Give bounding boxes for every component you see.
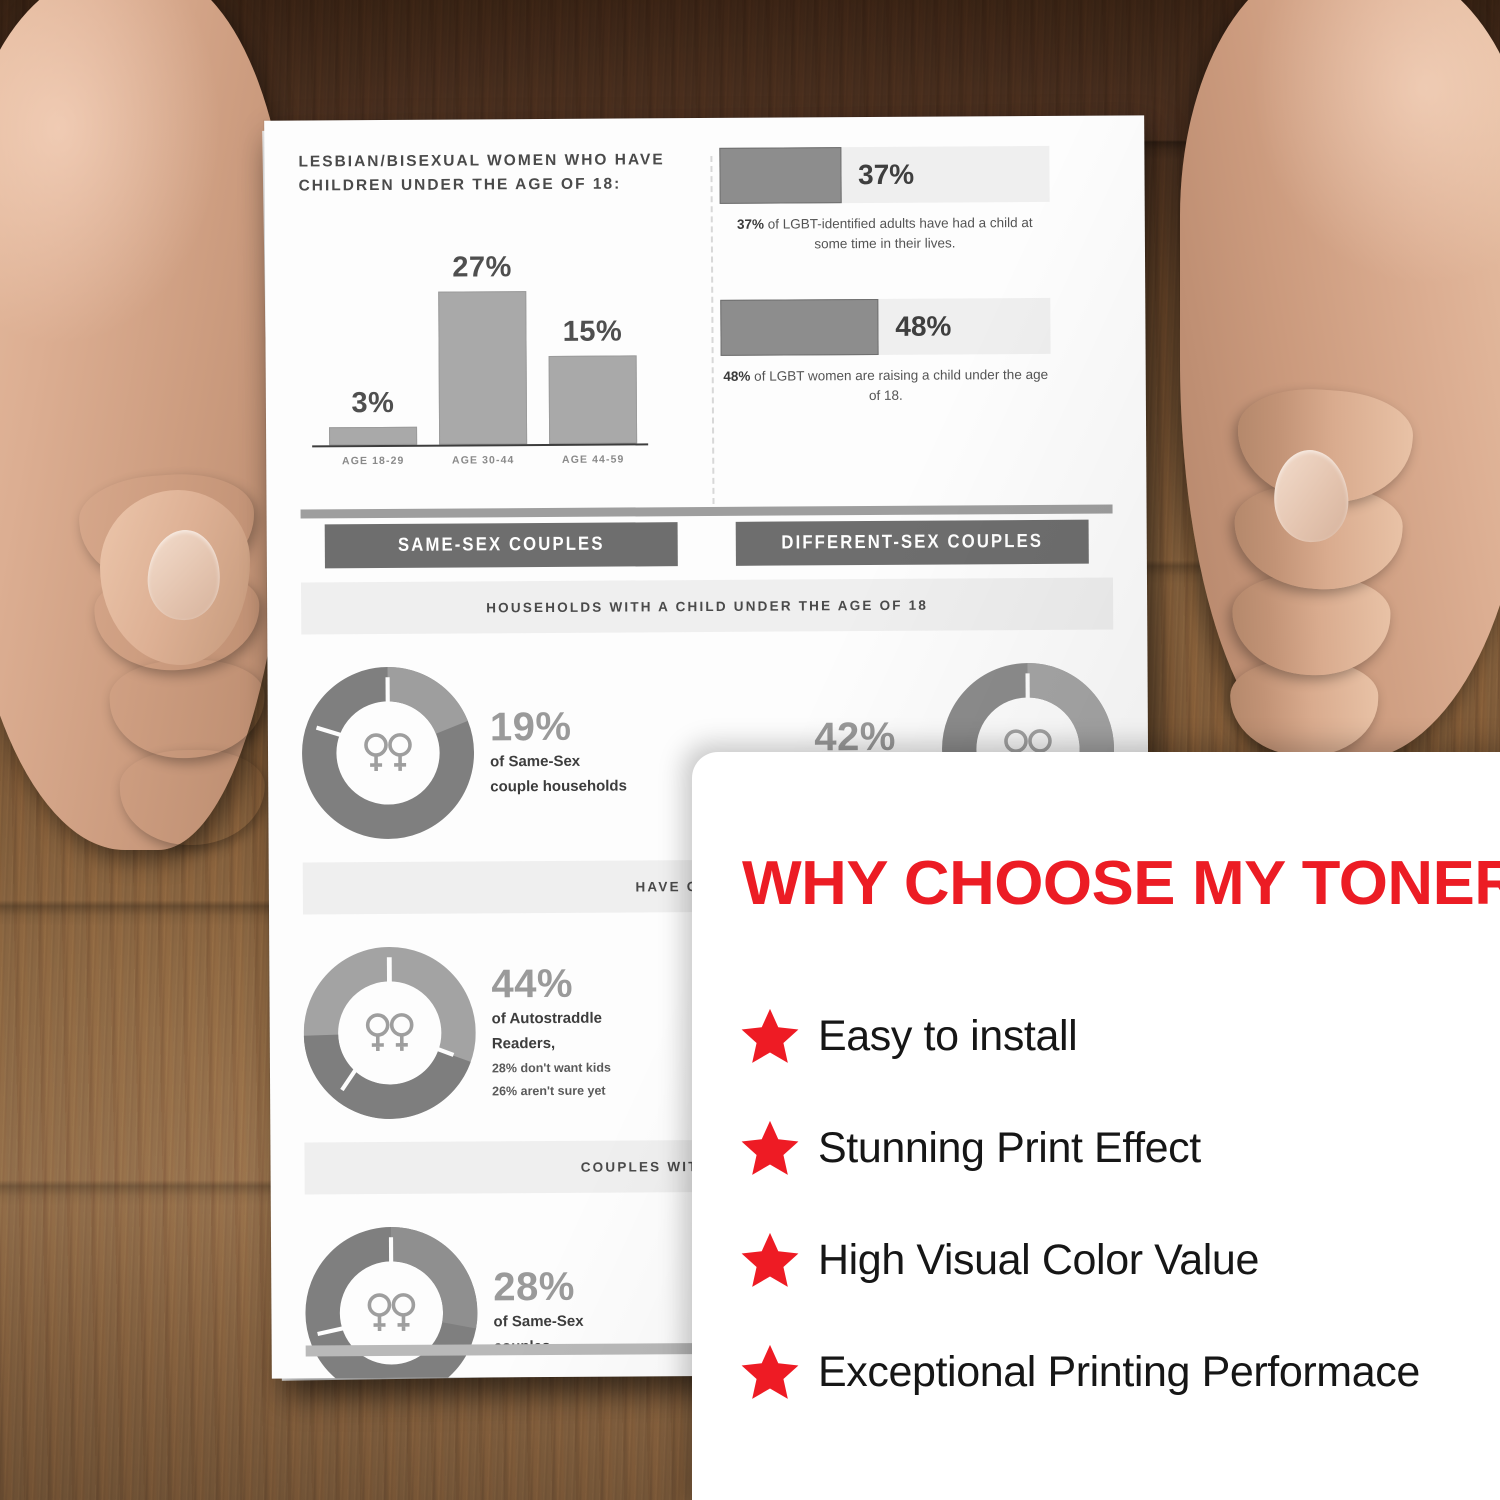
stat-caption-48: 48% of LGBT women are raising a child un… <box>721 365 1051 406</box>
promo-bullet-label: Stunning Print Effect <box>818 1123 1201 1172</box>
donut-hole-19 <box>349 714 427 792</box>
double-venus-icon-19 <box>364 733 412 772</box>
tab-same-sex-couples: SAME-SEX COUPLES <box>324 522 678 569</box>
donut-sub2-19: couple households <box>490 777 627 796</box>
bar-chart-column: LESBIAN/BISEXUAL WOMEN WHO HAVE CHILDREN… <box>298 148 695 495</box>
donut-svg-28 <box>305 1226 478 1379</box>
donut-chart-44 <box>303 946 476 1119</box>
donut-cell-19: 19% of Same-Sex couple households <box>301 656 703 848</box>
bar-group-44-59: 15% <box>537 315 648 444</box>
double-venus-icon-44 <box>365 1013 414 1052</box>
stat-caption-rest-48: of LGBT women are raising a child under … <box>750 367 1049 403</box>
donut-cell-44: 44% of Autostraddle Readers, 28% don't w… <box>303 936 705 1128</box>
stat-fill-48 <box>720 299 879 357</box>
bar-30-44 <box>438 291 528 445</box>
stat-track-48: 48% <box>720 298 1051 357</box>
donut-percent-44: 44% <box>491 961 574 1006</box>
donut-sub1-19: of Same-Sex <box>490 752 581 771</box>
donut-note1-44: 28% don't want kids <box>491 1060 611 1076</box>
promo-bullet-item: High Visual Color Value <box>738 1204 1498 1316</box>
donut-sub2-44: Readers, <box>491 1034 556 1053</box>
stat-fill-37 <box>719 147 842 204</box>
donut-sub1-44: of Autostraddle <box>491 1009 602 1027</box>
infographic-top-section: LESBIAN/BISEXUAL WOMEN WHO HAVE CHILDREN… <box>298 145 1112 504</box>
star-icon <box>741 1008 799 1063</box>
donut-cell-28: 28% of Same-Sex couples <box>305 1216 707 1379</box>
donut-row-couples: 28% of Same-Sex couples <box>305 1214 1118 1379</box>
x-label-18-29: AGE 18-29 <box>341 454 405 468</box>
bar-value-30-44: 27% <box>452 251 512 284</box>
promo-bullet-item: Easy to install <box>738 980 1498 1092</box>
promo-bullet-label: High Visual Color Value <box>818 1235 1259 1284</box>
star-icon <box>741 1232 799 1287</box>
stat-track-37: 37% <box>719 145 1050 204</box>
donut-hole-44 <box>351 994 428 1072</box>
stat-value-37: 37% <box>858 158 915 191</box>
x-label-44-59: AGE 44-59 <box>561 453 625 466</box>
star-icon <box>741 1120 799 1175</box>
star-icon <box>741 1344 799 1399</box>
donut-percent-28: 28% <box>493 1264 575 1310</box>
stat-caption-lead-48: 48% <box>723 368 751 385</box>
donut-svg-44 <box>303 946 476 1119</box>
section-top-rule <box>300 504 1113 519</box>
promo-overlay-card: WHY CHOOSE MY TONER Easy to install Stun… <box>692 752 1500 1500</box>
band-households-with-child: HOUSEHOLDS WITH A CHILD UNDER THE AGE OF… <box>300 577 1114 635</box>
bar-group-18-29: 3% <box>318 387 428 446</box>
left-hand <box>0 0 320 950</box>
bar-chart-x-labels: AGE 18-29 AGE 30-44 AGE 44-59 <box>318 453 648 468</box>
stat-block-48: 48% 48% of LGBT women are raising a chil… <box>720 298 1070 406</box>
bar-value-44-59: 15% <box>562 315 623 348</box>
bar-group-30-44: 27% <box>427 251 538 445</box>
promo-title: WHY CHOOSE MY TONER <box>742 849 1500 918</box>
bar-chart-bars: 3% 27% 15% <box>317 243 648 446</box>
bar-value-18-29: 3% <box>351 386 395 420</box>
promo-bullet-label: Exceptional Printing Performace <box>818 1347 1420 1396</box>
stat-caption-lead-37: 37% <box>736 216 765 232</box>
donut-row-have-or-want: 44% of Autostraddle Readers, 28% don't w… <box>303 934 1116 1129</box>
donut-text-44: 44% of Autostraddle Readers, 28% don't w… <box>475 961 627 1101</box>
bar-44-59 <box>548 355 638 444</box>
stat-value-48: 48% <box>895 310 952 342</box>
promo-bullet-list: Easy to install Stunning Print Effect Hi… <box>738 980 1498 1428</box>
stat-caption-37: 37% of LGBT-identified adults have had a… <box>720 213 1050 254</box>
left-hand-palm <box>0 0 290 850</box>
donut-hole-28 <box>353 1274 430 1352</box>
donut-svg-19 <box>302 666 475 839</box>
donut-note2-44: 26% aren't sure yet <box>492 1083 606 1099</box>
stat-block-37: 37% 37% of LGBT-identified adults have h… <box>719 145 1069 254</box>
stat-caption-rest-37: of LGBT-identified adults have had a chi… <box>763 215 1033 251</box>
infographic-heading: LESBIAN/BISEXUAL WOMEN WHO HAVE CHILDREN… <box>298 151 665 195</box>
printed-infographic-page: LESBIAN/BISEXUAL WOMEN WHO HAVE CHILDREN… <box>264 115 1152 1379</box>
donut-chart-28 <box>305 1226 478 1379</box>
bar-18-29 <box>329 426 418 446</box>
donut-row-households: 19% of Same-Sex couple households <box>301 654 1115 849</box>
donut-sub1-28: of Same-Sex <box>493 1312 584 1331</box>
tab-different-sex-couples: DIFFERENT-SEX COUPLES <box>735 519 1089 566</box>
double-venus-icon-28 <box>367 1293 416 1332</box>
couples-tab-row: SAME-SEX COUPLES DIFFERENT-SEX COUPLES <box>301 519 1113 569</box>
donut-percent-19: 19% <box>489 704 572 750</box>
right-hand <box>1150 0 1500 840</box>
x-label-30-44: AGE 30-44 <box>451 454 515 467</box>
promo-bullet-item: Stunning Print Effect <box>738 1092 1498 1204</box>
age-bar-chart: 3% 27% 15% AGE 18 <box>312 243 649 467</box>
promo-bullet-label: Easy to install <box>818 1011 1078 1060</box>
donut-chart-19 <box>302 666 475 839</box>
promo-bullet-item: Exceptional Printing Performace <box>738 1316 1498 1428</box>
stat-bars-column: 37% 37% of LGBT-identified adults have h… <box>693 145 1070 493</box>
donut-text-19: 19% of Same-Sex couple households <box>474 704 643 798</box>
